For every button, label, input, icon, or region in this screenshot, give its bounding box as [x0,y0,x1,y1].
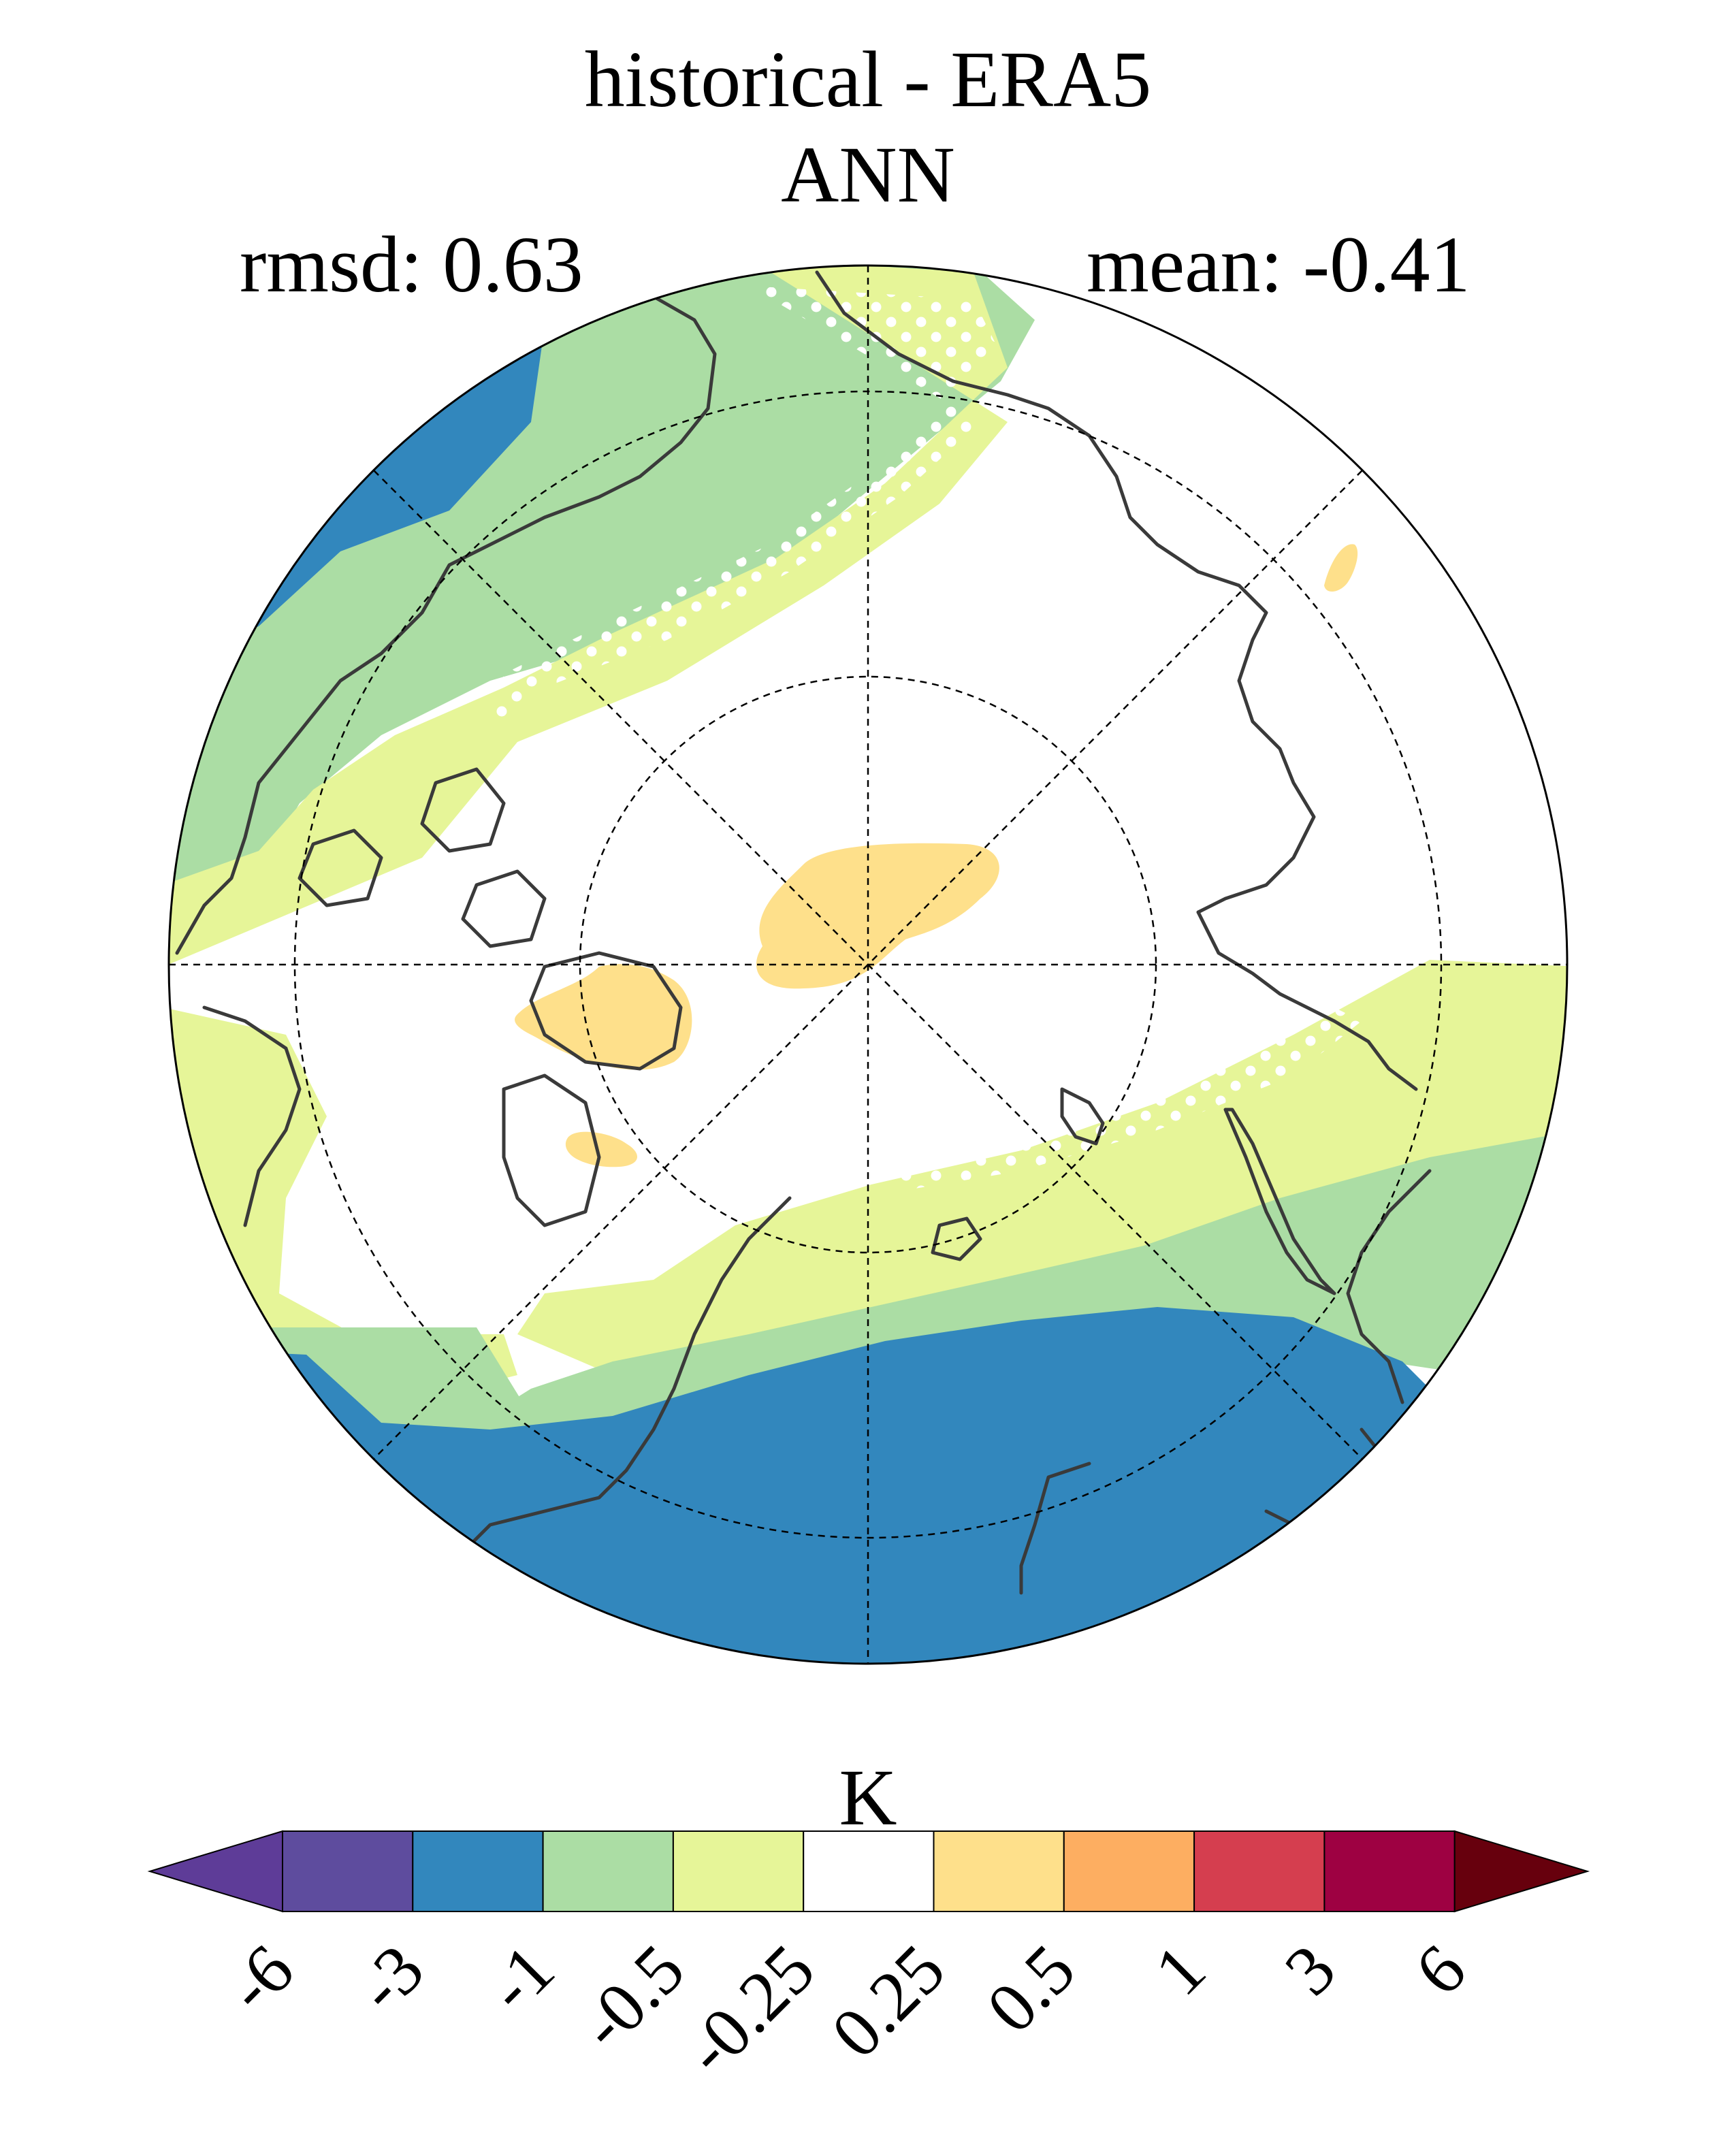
mean-label: mean: -0.41 [1087,220,1470,309]
plot-subtitle: ANN [781,130,955,219]
colorbar-bin [542,1830,674,1912]
coastline-greenland [529,951,683,1071]
stippling-top-left [490,286,1001,735]
region-yellow-small-upper-right [1324,544,1358,592]
colorbar-bin [1193,1830,1325,1912]
coastline-iceland [931,1216,982,1261]
colorbar-tick-label: -1 [472,1930,569,2027]
colorbar-extend-over [1453,1830,1590,1913]
coastline-europe [461,1196,792,1554]
coastlines [175,270,1432,1595]
colorbar [147,1830,1590,1913]
region-yellow-center [756,843,999,989]
colorbar-tick-label: 0.25 [817,1930,960,2073]
coastline-novaya-zemlya [1223,1108,1336,1295]
colorbar-tick-label: 0.5 [972,1930,1090,2048]
colorbar-tick-label: -3 [342,1930,439,2027]
colorbar-unit-label: K [839,1753,897,1842]
colorbar-bin [672,1830,805,1912]
region-lightgreen-top-left [169,265,1008,967]
colorbar-bin [803,1830,935,1912]
rmsd-label: rmsd: 0.63 [240,220,583,309]
colorbar-tick-label: 6 [1400,1930,1481,2010]
coastline-bering-side [815,270,1316,914]
plot-title: historical - ERA5 [584,35,1152,124]
coastline-arctic-archipelago-2 [461,869,547,948]
coastline-scandinavia [1346,1169,1432,1404]
colorbar-tick-label: 3 [1270,1930,1351,2010]
colorbar-bin [1323,1830,1456,1912]
colorbar-ticks: -6 -3 -1-0.5-0.250.25 0.5 1 3 6 [212,1930,1481,2090]
coastline-siberia [1196,910,1418,1091]
coastline-hudson [502,1074,601,1227]
graticule-meridian-diagonal-2 [373,470,1363,1459]
colorbar-bin [933,1830,1065,1912]
colorbar-tick-label: -0.25 [670,1930,830,2090]
colorbar-tick-label: 1 [1140,1930,1220,2010]
region-lightgreen-bottom-right [517,960,1567,1389]
coastline-alaska [202,1005,302,1227]
colorbar-bin [282,1830,414,1912]
region-yellow-small-left [565,1131,638,1167]
coastline-africa-mediterranean [1019,1462,1091,1595]
colorbar-tick-label: -6 [212,1930,309,2027]
coastline-canada-greenland [175,291,717,955]
coastline-arctic-archipelago-3 [298,828,383,907]
graticule [169,265,1567,1664]
map-border [167,264,1569,1665]
colorbar-extend-under [147,1830,283,1913]
colorbar-bin [412,1830,544,1912]
colorbar-bin [1063,1830,1195,1912]
coastline-svalbard [1060,1087,1105,1146]
coastline-arctic-archipelago-1 [420,767,506,853]
